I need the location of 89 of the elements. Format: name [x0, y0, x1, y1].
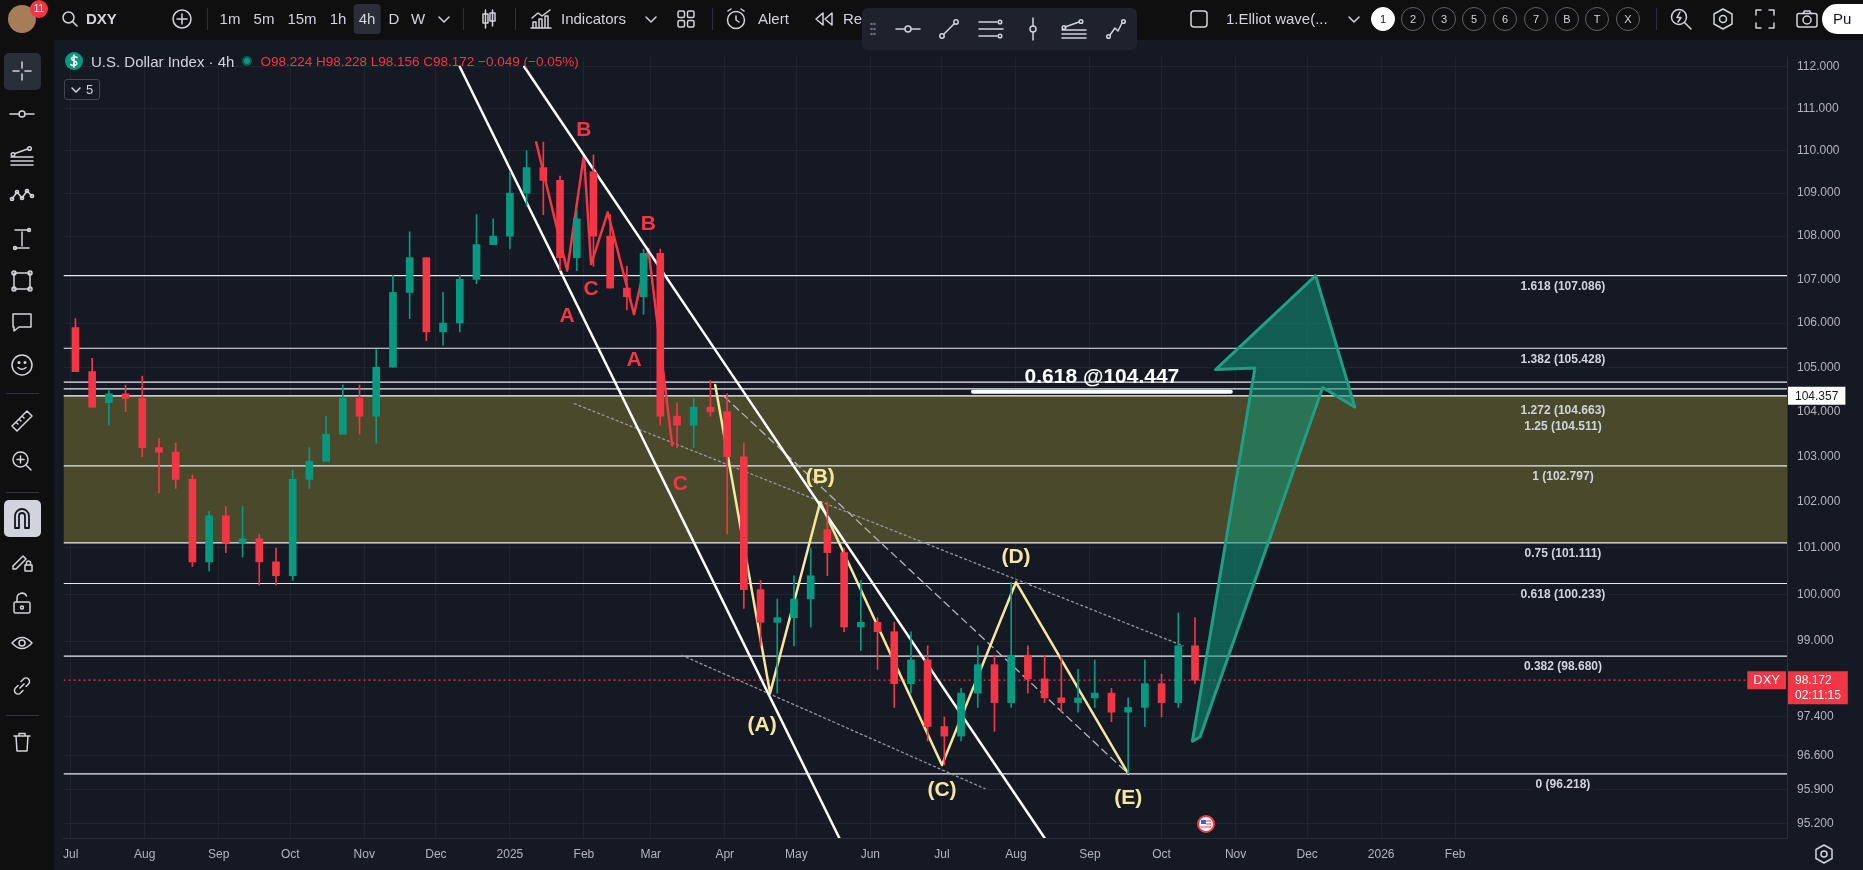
text: W [410, 10, 426, 28]
data-label: (C) [927, 776, 957, 800]
x-tick-label: Nov [353, 846, 375, 861]
text: D [388, 10, 400, 28]
text: X [1616, 7, 1640, 31]
y-tick-label: 95.900 [1797, 781, 1835, 796]
y-tick-label: 106.000 [1797, 315, 1841, 330]
annotation: 5 [86, 82, 94, 97]
y-tick-label: 97.400 [1797, 709, 1835, 724]
x-tick-label: Aug [134, 846, 156, 861]
y-tick-label: 104.000 [1797, 404, 1841, 419]
x-tick-label: Sep [208, 846, 230, 861]
ref-line-label: 1 (102.797) [1532, 469, 1594, 484]
x-tick-label: Apr [715, 846, 735, 861]
x-tick-label: Oct [1152, 846, 1172, 861]
text: 1.Elliot wave(... [1226, 10, 1328, 28]
y-tick-label: 111.000 [1797, 100, 1839, 115]
data-label: (B) [805, 463, 835, 487]
notification-badge: 11 [30, 0, 48, 18]
data-label: C [672, 471, 688, 495]
text: 1 [1371, 7, 1395, 31]
candlestick [155, 438, 163, 494]
text: Re [843, 10, 863, 28]
ref-line-label: 1.25 (104.511) [1524, 419, 1602, 434]
ref-line-label: 0 (96.218) [1535, 777, 1591, 792]
y-tick-label: 99.000 [1797, 633, 1835, 648]
x-tick-label: Feb [573, 846, 595, 861]
data-label: B [640, 210, 656, 234]
annotation: DXY [1753, 671, 1781, 687]
ref-line-label: 104.357 [1795, 388, 1839, 403]
text: 7 [1524, 7, 1548, 31]
y-tick-label: 100.000 [1797, 586, 1841, 601]
x-tick-label: Nov [1224, 846, 1247, 861]
y-tick-label: 95.200 [1797, 815, 1835, 830]
x-tick-label: Jun [860, 846, 881, 861]
y-tick-label: 109.000 [1797, 185, 1841, 200]
y-tick-label: 102.000 [1797, 494, 1841, 509]
data-label: (D) [1001, 544, 1031, 568]
ref-line-label: 1.382 (105.428) [1520, 351, 1606, 366]
text: Alert [758, 10, 789, 28]
x-tick-label: 2025 [496, 846, 524, 861]
x-tick-label: Dec [1296, 846, 1318, 861]
text: 1m [219, 10, 241, 28]
text: 1h [329, 10, 347, 28]
ref-line-label: 0.618 (100.233) [1520, 586, 1606, 601]
x-tick-label: Sep [1079, 846, 1101, 861]
text: 5m [253, 10, 275, 28]
data-label: (A) [747, 711, 777, 735]
series-label: 0.618 @104.447 [1024, 363, 1180, 387]
y-tick-label: 108.000 [1797, 228, 1841, 243]
text: B [1555, 7, 1579, 31]
ref-line-label: 0.75 (101.111) [1524, 546, 1602, 561]
text: 4h [353, 4, 381, 34]
y-tick-label: 107.000 [1797, 271, 1841, 286]
y-tick-label: 112.000 [1797, 59, 1840, 74]
text: DXY [86, 10, 117, 28]
y-tick-label: 101.000 [1797, 540, 1841, 555]
x-tick-label: May [785, 846, 808, 861]
x-tick-label: Aug [1005, 846, 1027, 861]
text: T [1585, 7, 1609, 31]
y-tick-label: 96.600 [1797, 747, 1835, 762]
chart-subtitle: O98.224 H98.228 L98.156 C98.172 −0.049 (−0.05%) [260, 53, 579, 69]
y-tick-label: 103.000 [1797, 449, 1841, 464]
ref-line-label: 1.618 (107.086) [1520, 278, 1606, 293]
data-label: (E) [1114, 785, 1143, 809]
text: 6 [1493, 7, 1517, 31]
text: Pu [1822, 4, 1863, 34]
text: 15m [287, 10, 317, 28]
x-tick-label: Jul [934, 846, 950, 861]
text: Indicators [561, 10, 627, 28]
text: 3 [1432, 7, 1456, 31]
chart-title: U.S. Dollar Index · 4h [91, 52, 235, 70]
x-tick-label: Dec [425, 846, 447, 861]
ref-line-label: 98.172 02:11:15 [1795, 673, 1842, 703]
ref-line-label: 1.272 (104.663) [1520, 403, 1606, 418]
data-label: A [626, 347, 642, 371]
x-tick-label: Jul [63, 846, 79, 861]
x-tick-label: Mar [640, 846, 662, 861]
data-label: B [576, 116, 592, 140]
x-tick-label: Oct [280, 846, 301, 861]
y-tick-label: 105.000 [1797, 359, 1841, 374]
x-tick-label: Feb [1444, 846, 1466, 861]
ref-line-label: 0.382 (98.680) [1523, 659, 1602, 674]
data-label: C [583, 275, 599, 299]
data-label: A [559, 303, 575, 327]
text: 5 [1462, 7, 1486, 31]
text: 2 [1401, 7, 1425, 31]
x-tick-label: 2026 [1367, 846, 1395, 861]
y-tick-label: 110.000 [1797, 142, 1840, 157]
